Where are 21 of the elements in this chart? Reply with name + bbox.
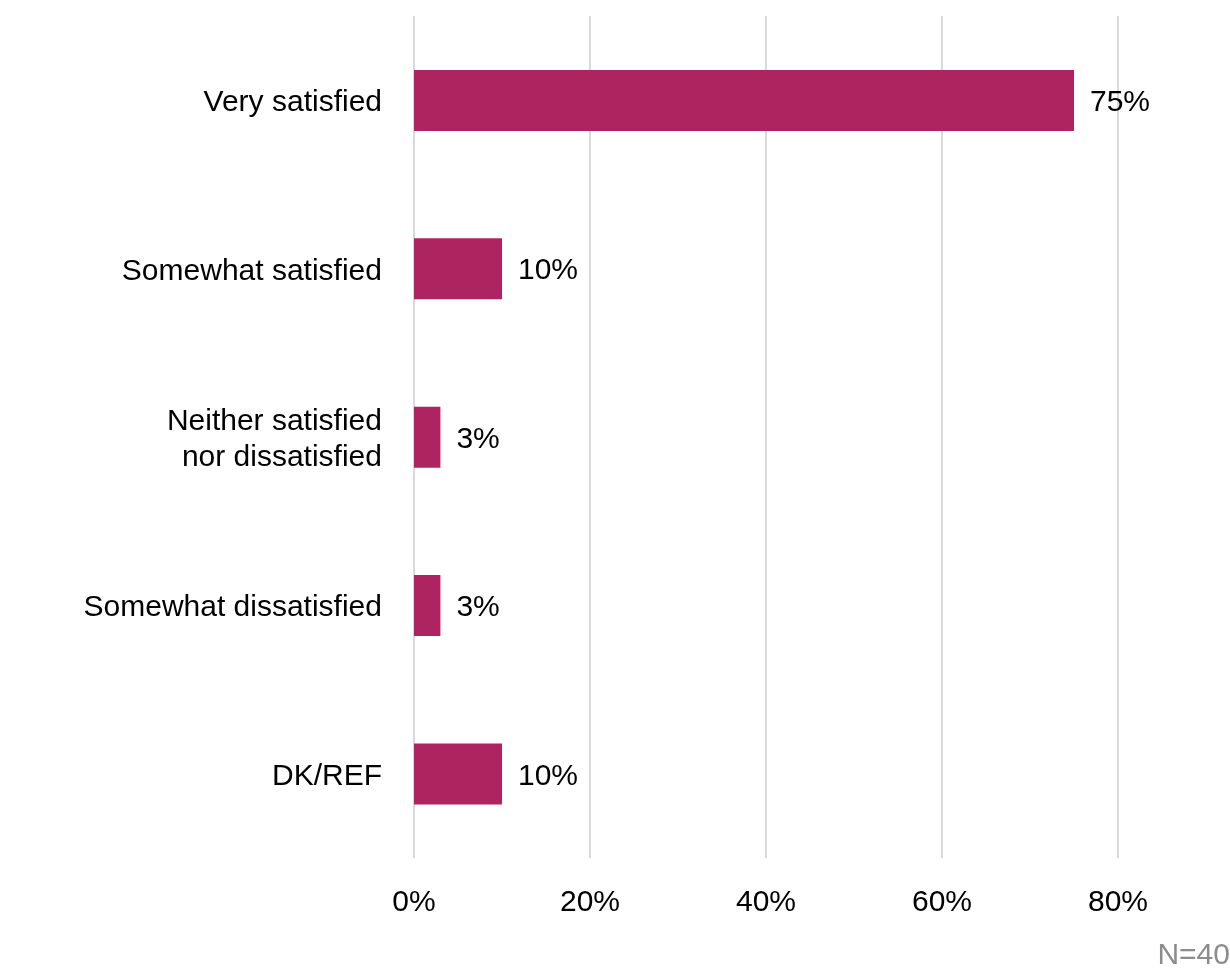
y-tick-label: Neither satisfied nor dissatisfied: [166, 402, 382, 472]
bar: [414, 238, 502, 300]
text: N=40: [1157, 937, 1230, 971]
bar: [414, 69, 1074, 131]
y-tick-label: Somewhat satisfied: [121, 252, 382, 286]
x-tick-label: 80%: [1087, 884, 1149, 918]
x-tick-label: 60%: [911, 884, 973, 918]
y-tick-label: Very satisfied: [203, 83, 382, 117]
x-tick-label: 20%: [559, 884, 621, 918]
bar: [414, 406, 441, 468]
data-label: 3%: [456, 589, 500, 623]
data-label: 10%: [518, 252, 579, 286]
bar: [414, 575, 441, 637]
y-tick-label: Somewhat dissatisfied: [83, 588, 382, 622]
data-label: 3%: [456, 420, 500, 454]
y-tick-label: DK/REF: [271, 757, 382, 791]
data-label: 75%: [1090, 84, 1151, 118]
bar: [414, 743, 502, 805]
data-label: 10%: [518, 757, 579, 791]
x-tick-label: 40%: [735, 884, 797, 918]
x-tick-label: 0%: [392, 884, 436, 918]
